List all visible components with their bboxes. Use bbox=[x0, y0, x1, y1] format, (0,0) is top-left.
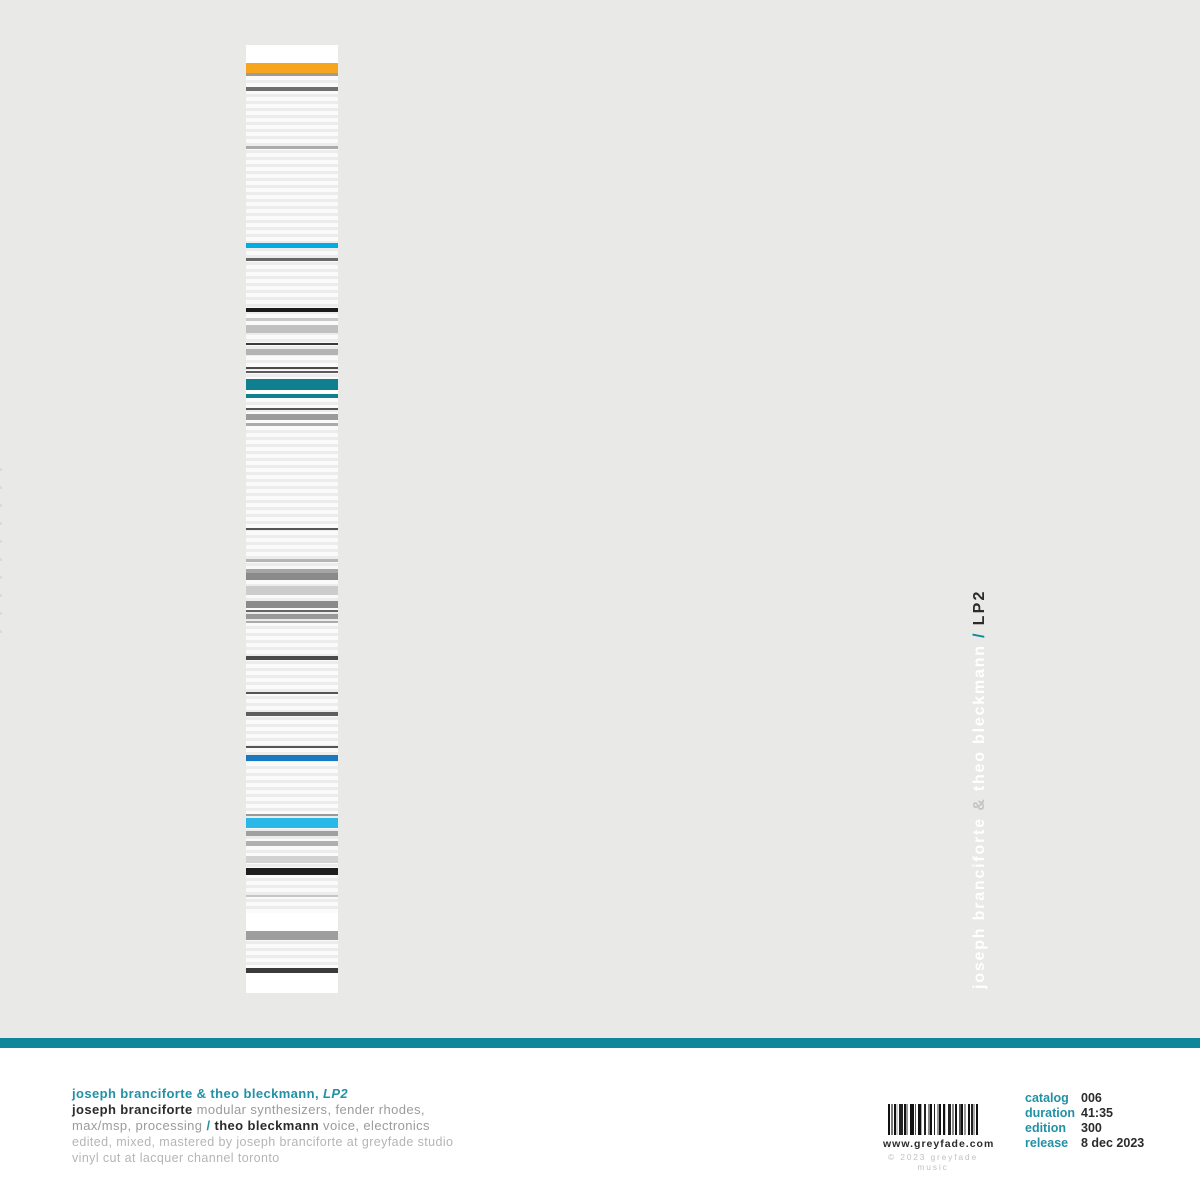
strip-bar bbox=[246, 318, 338, 321]
strip-bar bbox=[246, 371, 338, 373]
strip-bar bbox=[246, 573, 338, 580]
catalog-row-value: 006 bbox=[1081, 1091, 1102, 1105]
credits-block: joseph branciforte & theo bleckmann, LP2… bbox=[72, 1086, 453, 1166]
strip-bar bbox=[246, 610, 338, 612]
strip-bar bbox=[246, 408, 338, 410]
strip-bar bbox=[246, 913, 338, 931]
copyright-text: © 2023 greyfade music bbox=[888, 1152, 978, 1172]
vertical-slash: / bbox=[971, 625, 988, 638]
barcode-block: www.greyfade.com © 2023 greyfade music bbox=[883, 1104, 995, 1172]
strip-bar bbox=[246, 818, 338, 828]
strip-bar bbox=[246, 973, 338, 993]
barcode bbox=[888, 1104, 978, 1135]
vertical-artist1: joseph branciforte bbox=[971, 810, 988, 989]
strip-bar bbox=[246, 614, 338, 619]
catalog-row-value: 300 bbox=[1081, 1121, 1102, 1135]
strip-bar bbox=[246, 559, 338, 562]
strip-bar bbox=[246, 831, 338, 836]
strip-bar bbox=[246, 656, 338, 660]
strip-bar bbox=[246, 73, 338, 76]
strip-bar bbox=[246, 868, 338, 875]
credit-line: joseph branciforte modular synthesizers,… bbox=[72, 1102, 425, 1117]
catalog-row-label: duration bbox=[1025, 1106, 1075, 1120]
catalog-row-label: catalog bbox=[1025, 1091, 1069, 1105]
website-url: www.greyfade.com bbox=[883, 1138, 995, 1150]
strip-bar bbox=[246, 569, 338, 573]
catalog-row-label: release bbox=[1025, 1136, 1069, 1150]
catalog-row: catalog 006 bbox=[1025, 1091, 1144, 1106]
catalog-table: catalog 006 duration 41:35 edition 300 release… bbox=[1025, 1091, 1144, 1151]
strip-bar bbox=[246, 423, 338, 426]
strip-bar bbox=[246, 325, 338, 333]
vertical-artist2: theo bleckmann bbox=[971, 637, 988, 792]
strip-bar bbox=[246, 692, 338, 694]
strip-bar bbox=[246, 394, 338, 398]
strip-bar bbox=[246, 601, 338, 608]
strip-bar bbox=[246, 367, 338, 369]
catalog-row: edition 300 bbox=[1025, 1121, 1144, 1136]
strip-bar bbox=[246, 746, 338, 748]
strip-bar bbox=[246, 146, 338, 149]
vertical-ampersand: & bbox=[971, 791, 988, 811]
strip-bar bbox=[246, 841, 338, 846]
catalog-row-value: 8 dec 2023 bbox=[1081, 1136, 1145, 1150]
strip-bar bbox=[246, 755, 338, 761]
strip-bar bbox=[246, 45, 338, 63]
strip-bar bbox=[246, 414, 338, 420]
teal-divider-stripe bbox=[0, 1038, 1200, 1048]
catalog-row-label: edition bbox=[1025, 1121, 1066, 1135]
strip-bar bbox=[246, 379, 338, 390]
strip-bar bbox=[246, 968, 338, 973]
credit-line: max/msp, processing / theo bleckmann voi… bbox=[72, 1118, 430, 1133]
strip-bar bbox=[246, 712, 338, 716]
catalog-row: release 8 dec 2023 bbox=[1025, 1136, 1144, 1151]
strip-bar bbox=[246, 343, 338, 345]
strip-bar bbox=[246, 308, 338, 312]
strip-bar bbox=[246, 63, 338, 73]
catalog-row-value: 41:35 bbox=[1081, 1106, 1113, 1120]
strip-bar bbox=[246, 258, 338, 261]
strip-bar bbox=[246, 814, 338, 816]
strip-bar bbox=[246, 349, 338, 355]
vertical-album-title: LP2 bbox=[971, 589, 988, 626]
catalog-row: duration 41:35 bbox=[1025, 1106, 1144, 1121]
strip-bar bbox=[246, 931, 338, 940]
footer-band bbox=[0, 1048, 1200, 1200]
strip-bar bbox=[246, 621, 338, 623]
strip-bar bbox=[246, 390, 338, 394]
waveform-strip bbox=[246, 45, 338, 993]
credit-line: vinyl cut at lacquer channel toronto bbox=[72, 1151, 280, 1165]
strip-bar bbox=[246, 586, 338, 595]
strip-bar bbox=[246, 856, 338, 863]
strip-bar bbox=[246, 528, 338, 530]
credit-line: joseph branciforte & theo bleckmann, LP2 bbox=[72, 1086, 349, 1101]
strip-bar bbox=[246, 243, 338, 248]
vertical-title: joseph branciforte & theo bleckmann / LP… bbox=[971, 589, 989, 989]
left-edge-artifact bbox=[0, 468, 2, 643]
strip-bar bbox=[246, 895, 338, 897]
credit-line: edited, mixed, mastered by joseph branci… bbox=[72, 1135, 454, 1149]
strip-bar bbox=[246, 87, 338, 91]
